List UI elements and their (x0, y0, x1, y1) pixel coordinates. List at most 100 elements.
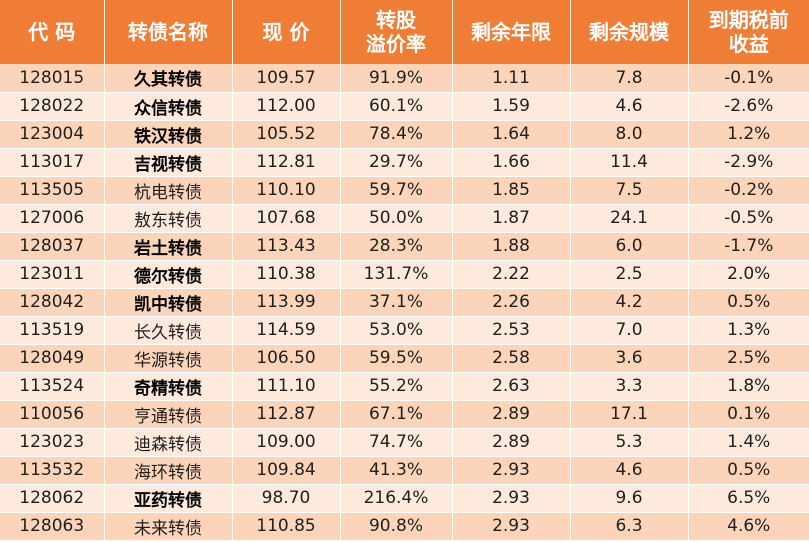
conversion-premium-cell: 55.2% (340, 372, 453, 401)
price-cell: 110.38 (232, 260, 341, 289)
remaining-years-cell: 2.26 (452, 288, 571, 317)
code-header: 代 码 (0, 0, 105, 64)
bond-code-cell: 128062 (0, 484, 105, 513)
remaining-scale-cell: 9.6 (570, 484, 689, 513)
table-row: 113532 海环转债 109.84 41.3% 2.93 4.6 0.5% (0, 456, 809, 485)
price-cell: 113.99 (232, 288, 341, 317)
price-cell: 112.00 (232, 92, 341, 121)
name-header: 转债名称 (104, 0, 233, 64)
bond-name-cell: 岩土转债 (104, 232, 233, 261)
ytm-header-line: 收益 (728, 32, 769, 56)
bond-name-cell: 吉视转债 (104, 148, 233, 177)
remaining-scale-cell: 24.1 (570, 204, 689, 233)
bond-code-cell: 128042 (0, 288, 105, 317)
pretax-ytm-cell: -2.6% (688, 92, 809, 121)
table-row: 113505 杭电转债 110.10 59.7% 1.85 7.5 -0.2% (0, 176, 809, 205)
bond-name-cell: 众信转债 (104, 92, 233, 121)
remaining-years-cell: 1.87 (452, 204, 571, 233)
table-row: 110056 亨通转债 112.87 67.1% 2.89 17.1 0.1% (0, 400, 809, 429)
remaining-scale-cell: 6.0 (570, 232, 689, 261)
years-header-line: 剩余年限 (471, 20, 551, 44)
table-row: 128022 众信转债 112.00 60.1% 1.59 4.6 -2.6% (0, 92, 809, 121)
bond-code-cell: 128063 (0, 512, 105, 541)
bond-name-cell: 未来转债 (104, 512, 233, 541)
pretax-ytm-cell: 0.5% (688, 456, 809, 485)
pretax-ytm-cell: 0.5% (688, 288, 809, 317)
price-cell: 105.52 (232, 120, 341, 149)
bond-code-cell: 113505 (0, 176, 105, 205)
price-cell: 112.81 (232, 148, 341, 177)
remaining-years-cell: 2.53 (452, 316, 571, 345)
conversion-premium-cell: 29.7% (340, 148, 453, 177)
price-cell: 111.10 (232, 372, 341, 401)
scale-header-line: 剩余规模 (589, 20, 669, 44)
pretax-ytm-cell: 2.5% (688, 344, 809, 373)
bond-code-cell: 113519 (0, 316, 105, 345)
conversion-premium-cell: 60.1% (340, 92, 453, 121)
conversion-premium-cell: 59.5% (340, 344, 453, 373)
remaining-scale-cell: 6.3 (570, 512, 689, 541)
bond-code-cell: 123004 (0, 120, 105, 149)
pretax-ytm-cell: 0.1% (688, 400, 809, 429)
conversion-premium-cell: 131.7% (340, 260, 453, 289)
table-row: 128062 亚药转债 98.70 216.4% 2.93 9.6 6.5% (0, 484, 809, 513)
remaining-scale-cell: 3.3 (570, 372, 689, 401)
pretax-ytm-cell: 1.2% (688, 120, 809, 149)
table-row: 128063 未来转债 110.85 90.8% 2.93 6.3 4.6% (0, 512, 809, 541)
conversion-premium-cell: 78.4% (340, 120, 453, 149)
remaining-years-cell: 2.22 (452, 260, 571, 289)
bond-code-cell: 128037 (0, 232, 105, 261)
remaining-scale-cell: 3.6 (570, 344, 689, 373)
table-row: 127006 敖东转债 107.68 50.0% 1.87 24.1 -0.5% (0, 204, 809, 233)
price-cell: 109.57 (232, 64, 341, 93)
remaining-years-cell: 1.66 (452, 148, 571, 177)
remaining-years-cell: 2.93 (452, 456, 571, 485)
conversion-premium-cell: 216.4% (340, 484, 453, 513)
bond-name-cell: 凯中转债 (104, 288, 233, 317)
bond-code-cell: 110056 (0, 400, 105, 429)
price-cell: 106.50 (232, 344, 341, 373)
remaining-scale-cell: 4.6 (570, 92, 689, 121)
years-header: 剩余年限 (452, 0, 571, 64)
bond-code-cell: 123023 (0, 428, 105, 457)
table-row: 113524 奇精转债 111.10 55.2% 2.63 3.3 1.8% (0, 372, 809, 401)
bond-name-cell: 亚药转债 (104, 484, 233, 513)
code-header-line: 代 码 (28, 20, 76, 44)
price-cell: 112.87 (232, 400, 341, 429)
pretax-ytm-cell: -2.9% (688, 148, 809, 177)
remaining-scale-cell: 2.5 (570, 260, 689, 289)
conversion-premium-cell: 41.3% (340, 456, 453, 485)
bond-name-cell: 敖东转债 (104, 204, 233, 233)
bond-name-cell: 亨通转债 (104, 400, 233, 429)
conversion-premium-cell: 74.7% (340, 428, 453, 457)
conversion-premium-cell: 37.1% (340, 288, 453, 317)
pretax-ytm-cell: 1.4% (688, 428, 809, 457)
remaining-years-cell: 2.93 (452, 484, 571, 513)
price-cell: 113.43 (232, 232, 341, 261)
bond-code-cell: 128022 (0, 92, 105, 121)
price-cell: 98.70 (232, 484, 341, 513)
header-row: 代 码转债名称现 价转股 溢价率 剩余年限 剩余规模 到期税前 收益 (0, 0, 809, 64)
pretax-ytm-cell: 6.5% (688, 484, 809, 513)
conversion-premium-cell: 90.8% (340, 512, 453, 541)
price-cell: 110.10 (232, 176, 341, 205)
remaining-years-cell: 2.58 (452, 344, 571, 373)
remaining-years-cell: 1.59 (452, 92, 571, 121)
premium-header-line: 转股 (376, 8, 416, 32)
pretax-ytm-cell: -0.2% (688, 176, 809, 205)
price-cell: 114.59 (232, 316, 341, 345)
remaining-scale-cell: 8.0 (570, 120, 689, 149)
conversion-premium-cell: 28.3% (340, 232, 453, 261)
bond-code-cell: 127006 (0, 204, 105, 233)
remaining-scale-cell: 11.4 (570, 148, 689, 177)
premium-header-line: 溢价率 (366, 32, 426, 56)
price-cell: 110.85 (232, 512, 341, 541)
remaining-years-cell: 2.63 (452, 372, 571, 401)
price-header: 现 价 (232, 0, 341, 64)
bond-name-cell: 长久转债 (104, 316, 233, 345)
table-row: 113519 长久转债 114.59 53.0% 2.53 7.0 1.3% (0, 316, 809, 345)
remaining-scale-cell: 7.5 (570, 176, 689, 205)
remaining-years-cell: 2.93 (452, 512, 571, 541)
remaining-years-cell: 1.64 (452, 120, 571, 149)
